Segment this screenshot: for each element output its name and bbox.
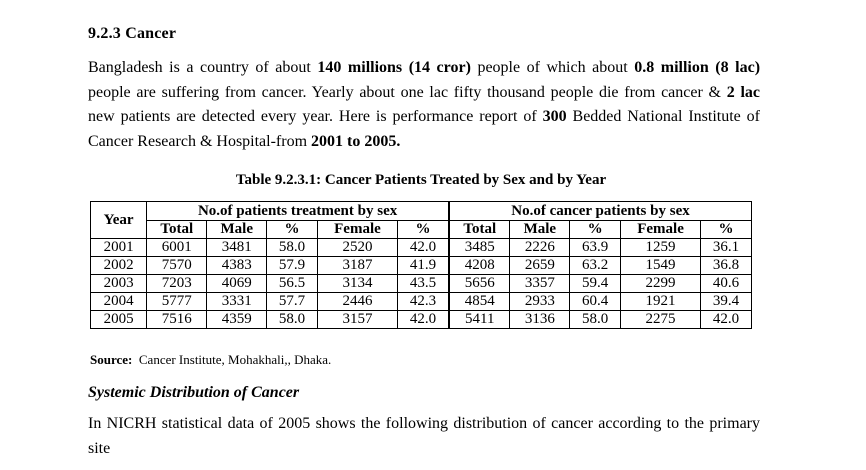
column-header: Male — [206, 220, 268, 239]
column-header: Total — [448, 220, 511, 239]
table-cell: 2275 — [619, 310, 702, 329]
table-cell: 2446 — [316, 292, 399, 311]
table-cell: 2933 — [509, 292, 571, 311]
table-cell: 1921 — [619, 292, 702, 311]
table-cell: 59.4 — [569, 274, 621, 293]
source-note: Source: Cancer Institute, Mohakhali,, Dh… — [90, 352, 331, 368]
table-cell: 40.6 — [700, 274, 752, 293]
year-cell: 2001 — [89, 238, 148, 257]
table-cell: 63.9 — [569, 238, 621, 257]
bold-run: 0.8 million — [634, 59, 709, 76]
table-header-row: Year No.of patients treatment by sex No.… — [89, 201, 753, 239]
table-cell: 3157 — [316, 310, 399, 329]
intro-paragraph: Bangladesh is a country of about 140 mil… — [88, 56, 760, 154]
table-cell: 4383 — [206, 256, 268, 275]
text-run: new patients are detected every year. He… — [88, 108, 543, 125]
group-header-cancer-patients: No.of cancer patients by sex — [448, 201, 753, 221]
table-cell: 3187 — [316, 256, 399, 275]
table-row: 2002 7570 4383 57.9 3187 41.9 4208 2659 63.2 1549… — [89, 256, 752, 275]
table-cell: 5411 — [448, 310, 511, 329]
year-header: Year — [89, 201, 148, 239]
source-label: Source: — [90, 352, 133, 367]
column-header: Female — [316, 220, 399, 239]
table-cell: 42.0 — [700, 310, 752, 329]
table-cell: 43.5 — [397, 274, 450, 293]
table-cell: 57.9 — [266, 256, 318, 275]
table-cell: 5656 — [448, 274, 511, 293]
year-cell: 2005 — [89, 310, 148, 329]
table-cell: 4208 — [448, 256, 511, 275]
table-cell: 5777 — [146, 292, 208, 311]
table-cell: 58.0 — [266, 238, 318, 257]
table-cell: 42.0 — [397, 310, 450, 329]
table-cell: 3136 — [509, 310, 571, 329]
table-cell: 2226 — [509, 238, 571, 257]
bold-run: 2001 to 2005. — [311, 132, 401, 150]
table-cell: 42.3 — [397, 292, 450, 311]
table-cell: 4359 — [206, 310, 268, 329]
table-cell: 1259 — [619, 238, 702, 257]
bold-run: 2 lac — [726, 83, 761, 101]
table-cell: 36.8 — [700, 256, 752, 275]
year-cell: 2002 — [89, 256, 148, 275]
table-row: 2001 6001 3481 58.0 2520 42.0 3485 2226 63.9 1259… — [89, 238, 752, 257]
table-cell: 58.0 — [266, 310, 318, 329]
cancer-patients-table: Year No.of patients treatment by sex No.… — [89, 201, 753, 329]
column-header: Female — [619, 220, 702, 239]
text-run: Bangladesh is a country of about — [88, 59, 318, 76]
table-cell: 42.0 — [397, 238, 450, 257]
text-run: people of which about — [470, 59, 635, 76]
table-cell: 57.7 — [266, 292, 318, 311]
bold-run: 300 — [542, 108, 567, 125]
table-cell: 3134 — [316, 274, 399, 293]
table-cell: 41.9 — [397, 256, 450, 275]
year-cell: 2003 — [89, 274, 148, 293]
table-cell: 60.4 — [569, 292, 621, 311]
column-header: Male — [509, 220, 571, 239]
table-cell: 6001 — [146, 238, 208, 257]
table-cell: 7516 — [146, 310, 208, 329]
table-cell: 7570 — [146, 256, 208, 275]
table-cell: 3357 — [509, 274, 571, 293]
table-row: 2003 7203 4069 56.5 3134 43.5 5656 3357 59.4 2299… — [89, 274, 752, 293]
table-cell: 39.4 — [700, 292, 752, 311]
table-cell: 63.2 — [569, 256, 621, 275]
table-row: 2004 5777 3331 57.7 2446 42.3 4854 2933 60.4 1921… — [89, 292, 752, 311]
text-run: Bedded National Institute of Cancer Rese… — [88, 108, 760, 150]
table-cell: 36.1 — [700, 238, 752, 257]
table-cell: 2520 — [316, 238, 399, 257]
table-cell: 56.5 — [266, 274, 318, 293]
source-text: Cancer Institute, Mohakhali,, Dhaka. — [132, 352, 332, 367]
table-cell: 2659 — [509, 256, 571, 275]
table-cell: 3331 — [206, 292, 268, 311]
table-subheader-row: Total Male% Female% Total Male% Female% — [91, 220, 752, 239]
table-cell: 7203 — [146, 274, 208, 293]
bold-run: 140 millions (14 cror) — [317, 59, 471, 76]
table-cell: 3481 — [206, 238, 268, 257]
table-cell: 4854 — [448, 292, 511, 311]
text-run: people are suffering from cancer. Yearly… — [88, 83, 727, 101]
column-header: % — [397, 220, 450, 239]
section-heading: 9.2.3 Cancer — [88, 25, 177, 42]
table-body: 2001 6001 3481 58.0 2520 42.0 3485 2226 63.9 1259… — [89, 238, 752, 329]
table-cell: 1549 — [619, 256, 702, 275]
table-cell: 4069 — [206, 274, 268, 293]
year-cell: 2004 — [89, 292, 148, 311]
table-row: 2005 7516 4359 58.0 3157 42.0 5411 3136 58.0 2275… — [89, 310, 752, 329]
column-header: % — [266, 220, 318, 239]
bold-run: (8 lac) — [715, 59, 761, 76]
subheading: Systemic Distribution of Cancer — [88, 384, 300, 401]
column-header: Total — [146, 220, 208, 239]
table-cell: 2299 — [619, 274, 702, 293]
table-cell: 3485 — [448, 238, 511, 257]
table-caption: Table 9.2.3.1: Cancer Patients Treated b… — [235, 172, 607, 188]
distribution-paragraph: In NICRH statistical data of 2005 shows … — [88, 415, 760, 457]
column-header: % — [569, 220, 621, 239]
group-header-treatment: No.of patients treatment by sex — [146, 201, 450, 221]
column-header: % — [700, 220, 752, 239]
table-cell: 58.0 — [569, 310, 621, 329]
